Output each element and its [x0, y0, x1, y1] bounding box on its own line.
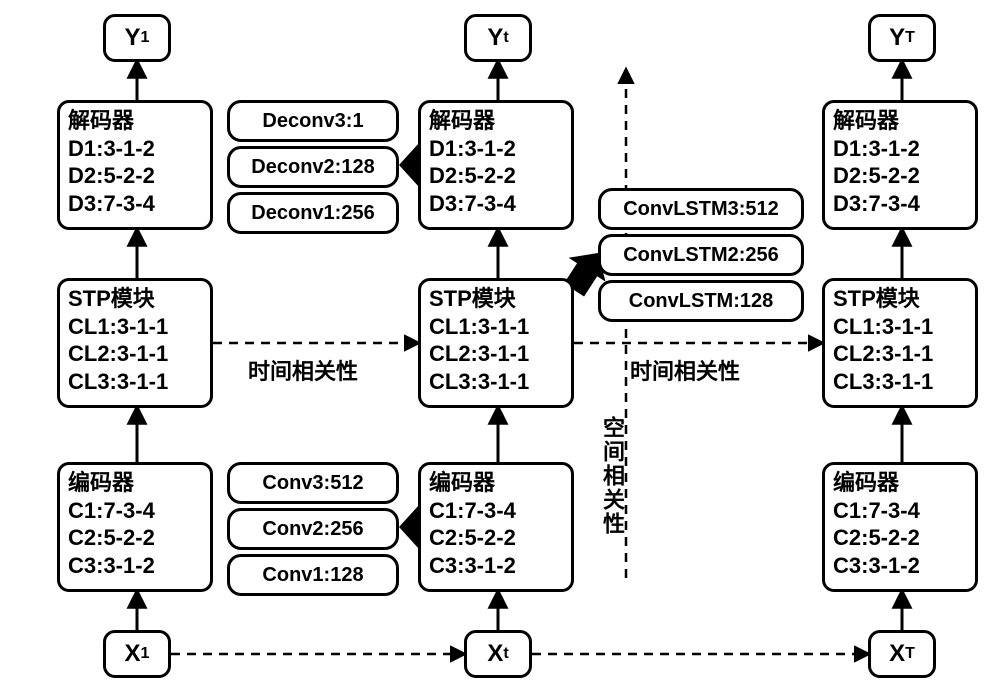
time-corr-label-1: 时间相关性 [248, 354, 358, 386]
xt-label: X [487, 639, 503, 669]
decoder-line3: D3:7-3-4 [68, 190, 202, 218]
space-corr-label: 空间相关性 [596, 416, 628, 536]
encoder-line2: C2:5-2-2 [68, 524, 202, 552]
stp-col1: STP模块 CL1:3-1-1 CL2:3-1-1 CL3:3-1-1 [57, 278, 213, 408]
decoder-line1: D1:3-1-2 [68, 135, 202, 163]
time-corr-label-2: 时间相关性 [630, 354, 740, 386]
decoder-col1: 解码器 D1:3-1-2 D2:5-2-2 D3:7-3-4 [57, 100, 213, 230]
yT-label: Y [889, 23, 905, 53]
input-x1: X1 [103, 630, 171, 678]
yt-label: Y [487, 23, 503, 53]
deconv3-pill: Deconv3:1 [227, 100, 399, 142]
encoder-col1: 编码器 C1:7-3-4 C2:5-2-2 C3:3-1-2 [57, 462, 213, 592]
stp-title: STP模块 [68, 285, 202, 313]
encoder-title: 编码器 [68, 469, 202, 497]
decoder-col3: 解码器 D1:3-1-2 D2:5-2-2 D3:7-3-4 [822, 100, 978, 230]
convlstm3-pill: ConvLSTM3:512 [598, 188, 804, 230]
stp-col2: STP模块 CL1:3-1-1 CL2:3-1-1 CL3:3-1-1 [418, 278, 574, 408]
stp-line1: CL1:3-1-1 [68, 313, 202, 341]
deconv-stack: Deconv3:1 Deconv2:128 Deconv1:256 [227, 100, 399, 234]
output-y1: Y1 [103, 14, 171, 62]
x1-label: X [125, 639, 141, 669]
encoder-col2: 编码器 C1:7-3-4 C2:5-2-2 C3:3-1-2 [418, 462, 574, 592]
encoder-line1: C1:7-3-4 [68, 497, 202, 525]
conv3-pill: Conv3:512 [227, 462, 399, 504]
conv-stack: Conv3:512 Conv2:256 Conv1:128 [227, 462, 399, 596]
output-yt: Yt [464, 14, 532, 62]
decoder-line2: D2:5-2-2 [68, 162, 202, 190]
decoder-col2: 解码器 D1:3-1-2 D2:5-2-2 D3:7-3-4 [418, 100, 574, 230]
encoder-col3: 编码器 C1:7-3-4 C2:5-2-2 C3:3-1-2 [822, 462, 978, 592]
output-yT: YT [868, 14, 936, 62]
decoder-title: 解码器 [68, 107, 202, 135]
convlstm1-pill: ConvLSTM:128 [598, 280, 804, 322]
encoder-line3: C3:3-1-2 [68, 552, 202, 580]
stp-col3: STP模块 CL1:3-1-1 CL2:3-1-1 CL3:3-1-1 [822, 278, 978, 408]
stp-line3: CL3:3-1-1 [68, 368, 202, 396]
xT-label: X [889, 639, 905, 669]
convlstm-stack: ConvLSTM3:512 ConvLSTM2:256 ConvLSTM:128 [598, 188, 804, 322]
diagram-canvas: Y1 Yt YT X1 Xt XT 解码器 D1:3-1-2 D2:5-2-2 … [0, 0, 1000, 693]
conv1-pill: Conv1:128 [227, 554, 399, 596]
stp-line2: CL2:3-1-1 [68, 340, 202, 368]
deconv1-pill: Deconv1:256 [227, 192, 399, 234]
y1-label: Y [125, 23, 141, 53]
convlstm2-pill: ConvLSTM2:256 [598, 234, 804, 276]
conv2-pill: Conv2:256 [227, 508, 399, 550]
deconv2-pill: Deconv2:128 [227, 146, 399, 188]
input-xT: XT [868, 630, 936, 678]
input-xt: Xt [464, 630, 532, 678]
